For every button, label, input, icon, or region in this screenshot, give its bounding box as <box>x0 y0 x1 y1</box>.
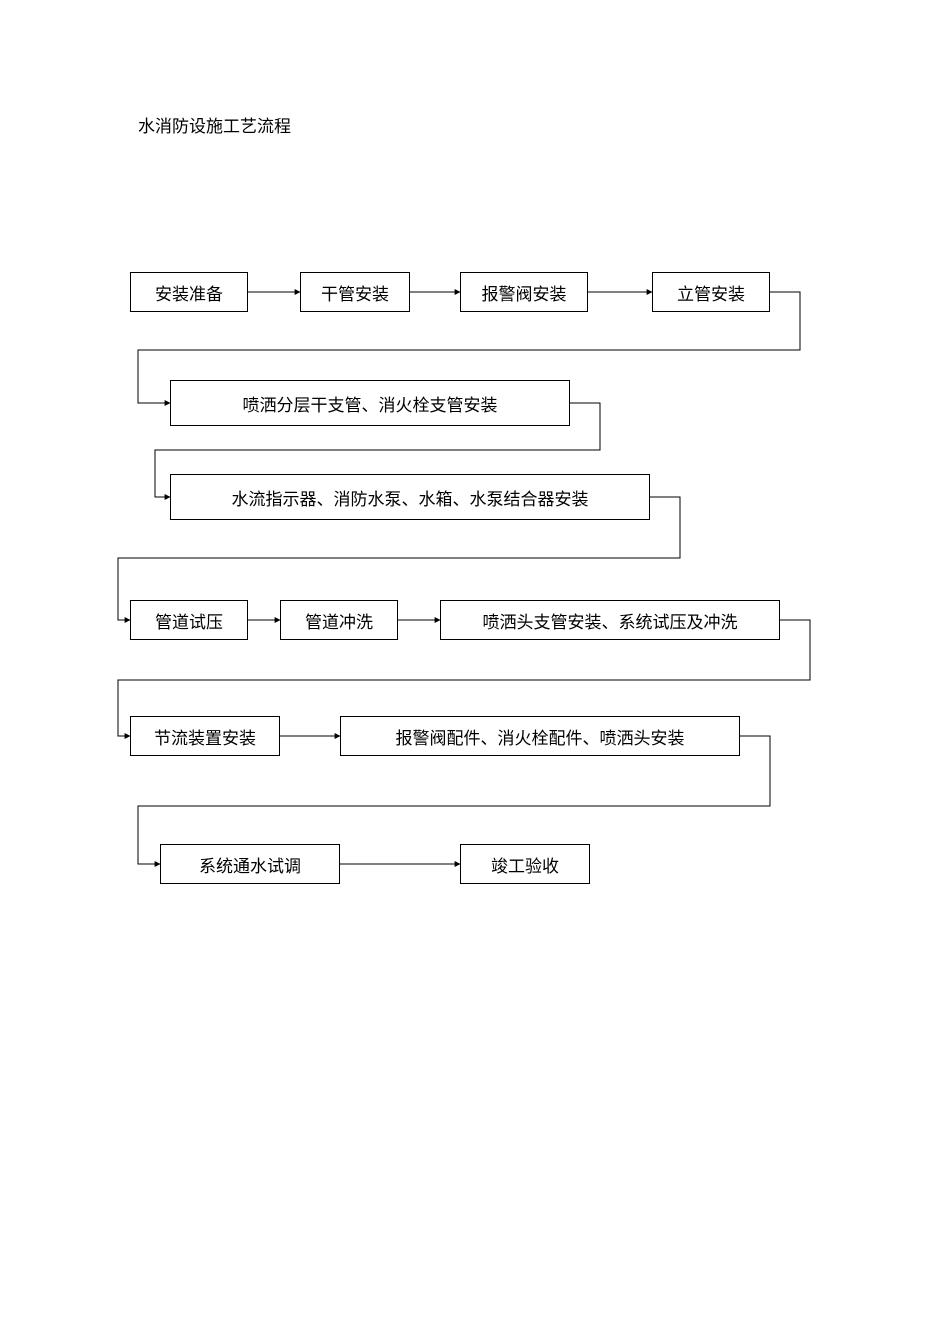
flow-node-n12: 系统通水试调 <box>160 844 340 884</box>
flow-node-n1: 安装准备 <box>130 272 248 312</box>
flow-node-n5: 喷洒分层干支管、消火栓支管安装 <box>170 380 570 426</box>
flow-node-n4: 立管安装 <box>652 272 770 312</box>
flow-node-n10: 节流装置安装 <box>130 716 280 756</box>
flow-node-n8: 管道冲洗 <box>280 600 398 640</box>
flow-node-n2: 干管安装 <box>300 272 410 312</box>
flow-node-n6: 水流指示器、消防水泵、水箱、水泵结合器安装 <box>170 474 650 520</box>
page-title: 水消防设施工艺流程 <box>138 112 291 137</box>
flow-node-n7: 管道试压 <box>130 600 248 640</box>
flow-node-n3: 报警阀安装 <box>460 272 588 312</box>
flow-node-n11: 报警阀配件、消火栓配件、喷洒头安装 <box>340 716 740 756</box>
flow-node-n13: 竣工验收 <box>460 844 590 884</box>
flow-node-n9: 喷洒头支管安装、系统试压及冲洗 <box>440 600 780 640</box>
flowchart-connectors <box>0 0 950 1344</box>
